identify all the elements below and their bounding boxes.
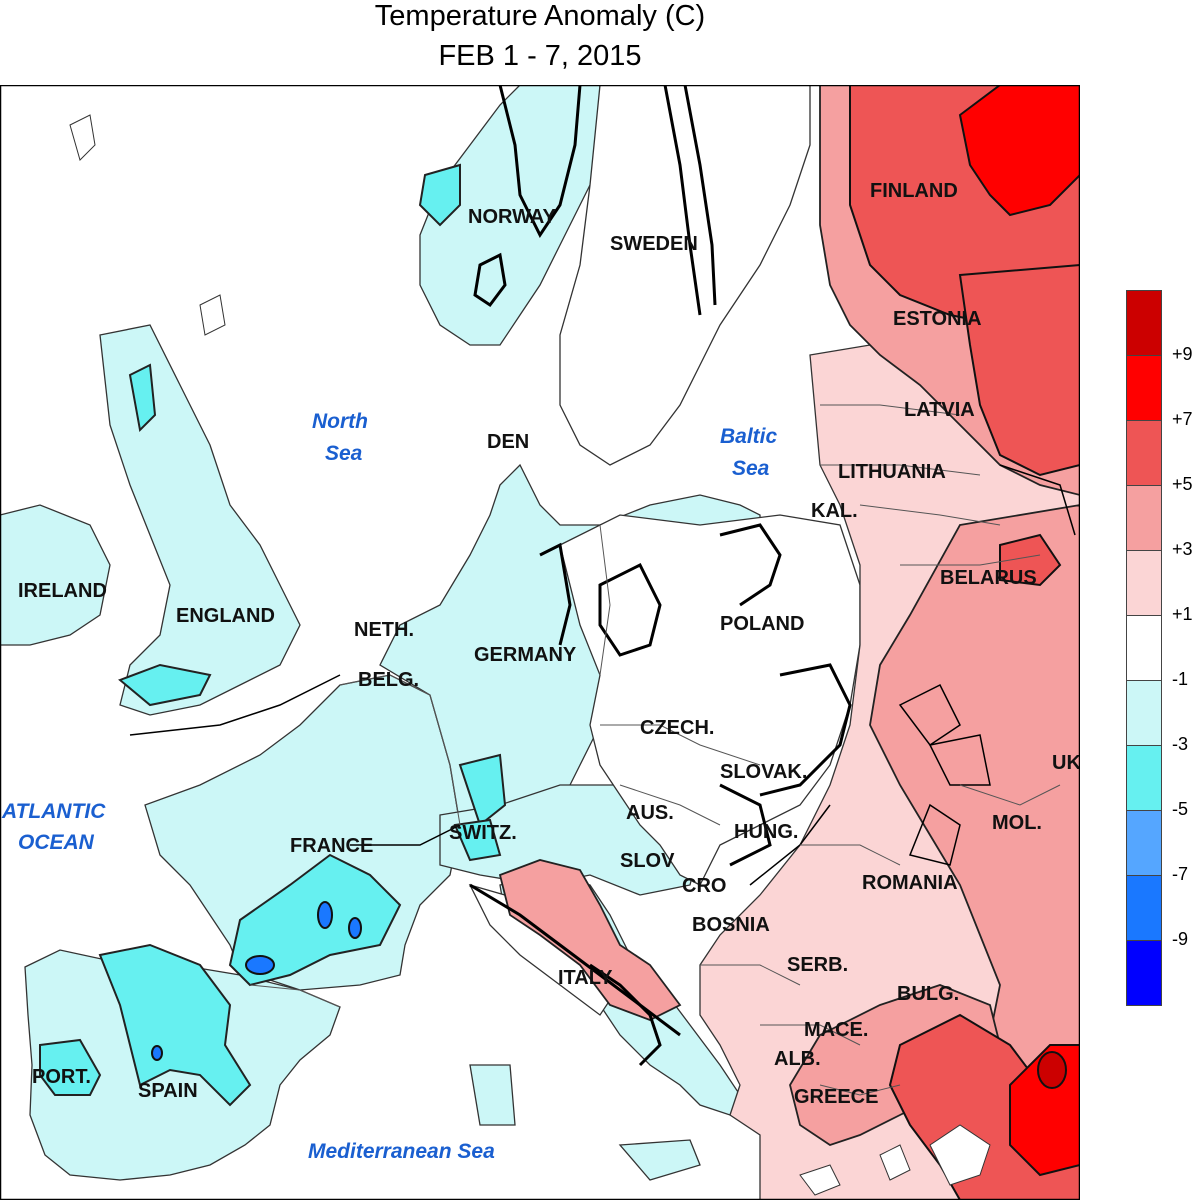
label-macedonia: MACE.: [804, 1019, 868, 1041]
label-mediterranean: Mediterranean Sea: [308, 1140, 495, 1163]
label-spain: SPAIN: [138, 1080, 198, 1102]
label-albania: ALB.: [774, 1048, 821, 1070]
contour-lines-thin: [129, 464, 1076, 886]
label-netherlands: NETH.: [354, 619, 414, 641]
label-north-sea-1: North: [312, 410, 368, 433]
label-baltic-sea-2: Sea: [732, 457, 770, 480]
warm-core: [1037, 1051, 1067, 1089]
legend-swatch: [1126, 940, 1162, 1006]
label-switzerland: SWITZ.: [449, 822, 517, 844]
land-neutral: [468, 85, 861, 1016]
label-norway: NORWAY: [468, 206, 556, 228]
label-austria: AUS.: [626, 802, 674, 824]
label-baltic-sea-1: Baltic: [720, 425, 778, 448]
legend-tick-label: +7: [1172, 409, 1193, 429]
label-germany: GERMANY: [474, 644, 577, 666]
label-slovakia: SLOVAK.: [720, 761, 807, 783]
label-bosnia: BOSNIA: [692, 914, 770, 936]
anomaly-map: FINLAND NORWAY SWEDEN ESTONIA LATVIA LIT…: [0, 85, 1080, 1200]
label-ireland: IRELAND: [18, 580, 107, 602]
label-romania: ROMANIA: [862, 872, 958, 894]
label-atlantic-1: ATLANTIC: [1, 800, 106, 823]
map-date-range: FEB 1 - 7, 2015: [438, 40, 642, 72]
label-france: FRANCE: [290, 835, 373, 857]
label-croatia: CRO: [682, 875, 726, 897]
legend-swatch: [1126, 485, 1162, 551]
label-lithuania: LITHUANIA: [838, 461, 946, 483]
legend-swatch: [1126, 290, 1162, 356]
legend-tick-label: +3: [1172, 539, 1193, 559]
label-poland: POLAND: [720, 613, 804, 635]
legend-tick-label: -5: [1172, 799, 1189, 819]
cold-patches: [39, 163, 507, 1107]
label-serbia: SERB.: [787, 954, 848, 976]
sea-labels: North Sea Baltic Sea ATLANTIC OCEAN Medi…: [1, 410, 778, 1163]
label-slovenia: SLOV: [620, 850, 675, 872]
label-bulgaria: BULG.: [897, 983, 959, 1005]
legend-swatch: [1126, 875, 1162, 941]
label-latvia: LATVIA: [904, 399, 975, 421]
label-atlantic-2: OCEAN: [18, 831, 95, 854]
legend-tick-label: -9: [1172, 929, 1189, 949]
country-borders: [249, 404, 1061, 1096]
label-denmark: DEN: [487, 431, 529, 453]
legend-swatch: [1126, 550, 1162, 616]
legend-tick-label: +1: [1172, 604, 1193, 624]
legend-tick-label: +9: [1172, 344, 1193, 364]
cold-cores: [151, 901, 362, 1061]
label-moldova: MOL.: [992, 812, 1042, 834]
label-greece: GREECE: [794, 1086, 878, 1108]
label-belgium: BELG.: [358, 669, 419, 691]
legend-tick-label: +5: [1172, 474, 1193, 494]
map-title: Temperature Anomaly (C): [374, 0, 706, 32]
islands: [69, 114, 991, 1196]
label-ukraine: UK: [1052, 752, 1080, 774]
legend-tick-label: -7: [1172, 864, 1189, 884]
legend-swatch: [1126, 810, 1162, 876]
label-finland: FINLAND: [870, 180, 958, 202]
label-hungary: HUNG.: [734, 821, 798, 843]
legend-tick-label: -1: [1172, 669, 1189, 689]
color-legend: [1126, 290, 1162, 1010]
legend-swatch: [1126, 355, 1162, 421]
country-labels: FINLAND NORWAY SWEDEN ESTONIA LATVIA LIT…: [18, 180, 1080, 1108]
label-portugal: PORT.: [32, 1066, 91, 1088]
label-north-sea-2: Sea: [325, 442, 363, 465]
legend-swatch: [1126, 680, 1162, 746]
contour-lines: [469, 85, 852, 1067]
label-kaliningrad: KAL.: [811, 500, 858, 522]
label-belarus: BELARUS: [940, 567, 1037, 589]
legend-swatch: [1126, 615, 1162, 681]
legend-tick-label: -3: [1172, 734, 1189, 754]
legend-swatch: [1126, 420, 1162, 486]
label-italy: ITALY: [558, 967, 613, 989]
label-estonia: ESTONIA: [893, 308, 982, 330]
legend-swatch: [1126, 745, 1162, 811]
label-sweden: SWEDEN: [610, 233, 698, 255]
label-czech: CZECH.: [640, 717, 714, 739]
label-england: ENGLAND: [176, 605, 275, 627]
